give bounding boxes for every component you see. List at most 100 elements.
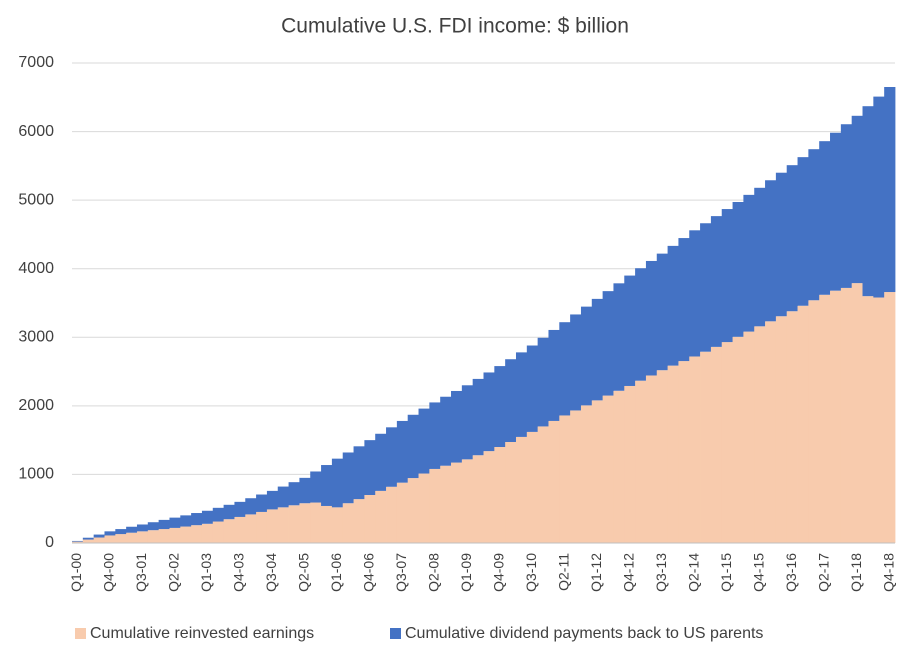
bar-segment	[700, 351, 712, 543]
x-tick-label: Q2-17	[815, 553, 831, 592]
bar-segment	[256, 494, 268, 512]
x-tick-label: Q4-00	[101, 553, 117, 592]
bar-segment	[277, 507, 289, 543]
bar-segment	[483, 372, 495, 452]
bar-segment	[483, 451, 495, 543]
bar-segment	[830, 290, 842, 543]
bar-segment	[353, 499, 365, 543]
bar-segment	[82, 537, 95, 540]
y-tick-label: 2000	[18, 397, 54, 414]
bar-segment	[407, 414, 419, 479]
bar-segment	[201, 510, 214, 524]
bar-segment	[754, 326, 766, 543]
bar-segment	[191, 513, 203, 526]
bar-segment	[472, 455, 484, 543]
x-tick-label: Q1-18	[848, 553, 864, 592]
bar-segment	[645, 375, 658, 543]
y-tick-label: 6000	[18, 123, 54, 140]
bar-segment	[396, 420, 409, 483]
bar-segment	[656, 370, 668, 543]
x-tick-label: Q1-12	[588, 553, 604, 592]
bar-segment	[862, 296, 874, 543]
bar-segment	[570, 410, 582, 543]
bar-segment	[115, 529, 127, 535]
bar-segment	[256, 511, 268, 543]
bar-segment	[353, 446, 365, 500]
x-tick-label: Q1-15	[718, 553, 734, 592]
bar-segment	[819, 141, 831, 295]
bar-segment	[765, 180, 777, 322]
x-tick-label: Q1-00	[68, 553, 84, 592]
bar-segment	[223, 504, 235, 520]
bar-segment	[136, 524, 149, 532]
bar-segment	[364, 495, 376, 543]
x-tick-label: Q1-06	[328, 553, 344, 592]
bar-segment	[451, 390, 463, 463]
bar-segment	[331, 458, 344, 508]
y-tick-label: 7000	[18, 54, 54, 71]
bar-segment	[104, 535, 116, 543]
bar-segment	[613, 283, 625, 391]
bar-segment	[580, 405, 593, 543]
bar-segment	[591, 400, 604, 543]
x-tick-label: Q2-14	[685, 553, 701, 592]
x-tick-label: Q1-09	[458, 553, 474, 592]
bar-segment	[754, 187, 766, 327]
bar-segment	[667, 245, 679, 366]
bar-segment	[245, 514, 257, 543]
x-tick-label: Q2-05	[296, 553, 312, 592]
x-tick-label: Q2-11	[555, 553, 571, 591]
bar-segment	[429, 468, 441, 543]
x-tick-label: Q4-18	[880, 553, 896, 592]
bar-segment	[786, 165, 798, 312]
bar-segment	[710, 346, 723, 543]
bar-segment	[407, 478, 419, 543]
bar-segment	[147, 522, 160, 531]
bar-segment	[797, 157, 809, 306]
bar-segment	[710, 216, 723, 347]
bar-segment	[299, 503, 311, 543]
bar-segment	[819, 294, 831, 543]
bar-segment	[201, 523, 214, 543]
bar-segment	[840, 287, 853, 543]
bar-segment	[321, 465, 333, 506]
x-tick-label: Q3-04	[263, 553, 279, 592]
bar-segment	[310, 502, 322, 543]
x-tick-label: Q4-06	[360, 553, 376, 592]
bar-segment	[808, 149, 820, 301]
bar-segment	[494, 366, 506, 447]
bar-segment	[808, 300, 820, 543]
bar-segment	[786, 311, 798, 543]
bar-segment	[440, 465, 452, 543]
bar-segment	[375, 490, 387, 543]
bar-segment	[342, 452, 354, 504]
bar-segment	[418, 473, 430, 543]
bar-segment	[126, 532, 138, 543]
bar-segment	[515, 352, 528, 437]
bar-segment	[266, 490, 279, 510]
bar-segment	[602, 291, 614, 396]
bar-segment	[667, 365, 679, 543]
bar-segment	[548, 329, 560, 421]
x-tick-label: Q3-01	[133, 553, 149, 592]
bar-segment	[732, 336, 744, 543]
y-tick-label: 4000	[18, 260, 54, 277]
bar-segment	[93, 537, 105, 543]
bar-segment	[570, 314, 582, 411]
bar-segment	[331, 507, 344, 543]
bar-segment	[797, 305, 809, 543]
x-tick-label: Q2-08	[425, 553, 441, 592]
legend-label: Cumulative reinvested earnings	[90, 625, 314, 642]
bar-segment	[82, 539, 95, 543]
bar-segment	[537, 337, 549, 427]
bar-segment	[212, 521, 225, 543]
bar-segment	[884, 87, 896, 293]
bar-segment	[451, 462, 463, 543]
bar-segment	[115, 534, 127, 543]
bar-segment	[656, 253, 668, 371]
bar-segment	[494, 447, 506, 543]
bar-segment	[158, 519, 170, 530]
bar-segment	[743, 194, 755, 332]
bar-segment	[310, 471, 322, 503]
bar-segment	[700, 223, 712, 352]
